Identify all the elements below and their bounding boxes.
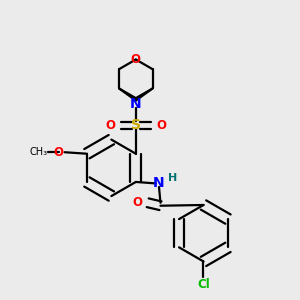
Text: N: N xyxy=(130,97,142,111)
Text: O: O xyxy=(131,53,141,66)
Text: O: O xyxy=(53,146,63,159)
Text: O: O xyxy=(157,119,166,132)
Text: H: H xyxy=(168,173,177,183)
Text: N: N xyxy=(153,176,165,190)
Text: CH₃: CH₃ xyxy=(29,147,47,157)
Text: S: S xyxy=(131,118,141,133)
Text: Cl: Cl xyxy=(197,278,210,291)
Text: O: O xyxy=(105,119,115,132)
Text: O: O xyxy=(133,196,143,209)
